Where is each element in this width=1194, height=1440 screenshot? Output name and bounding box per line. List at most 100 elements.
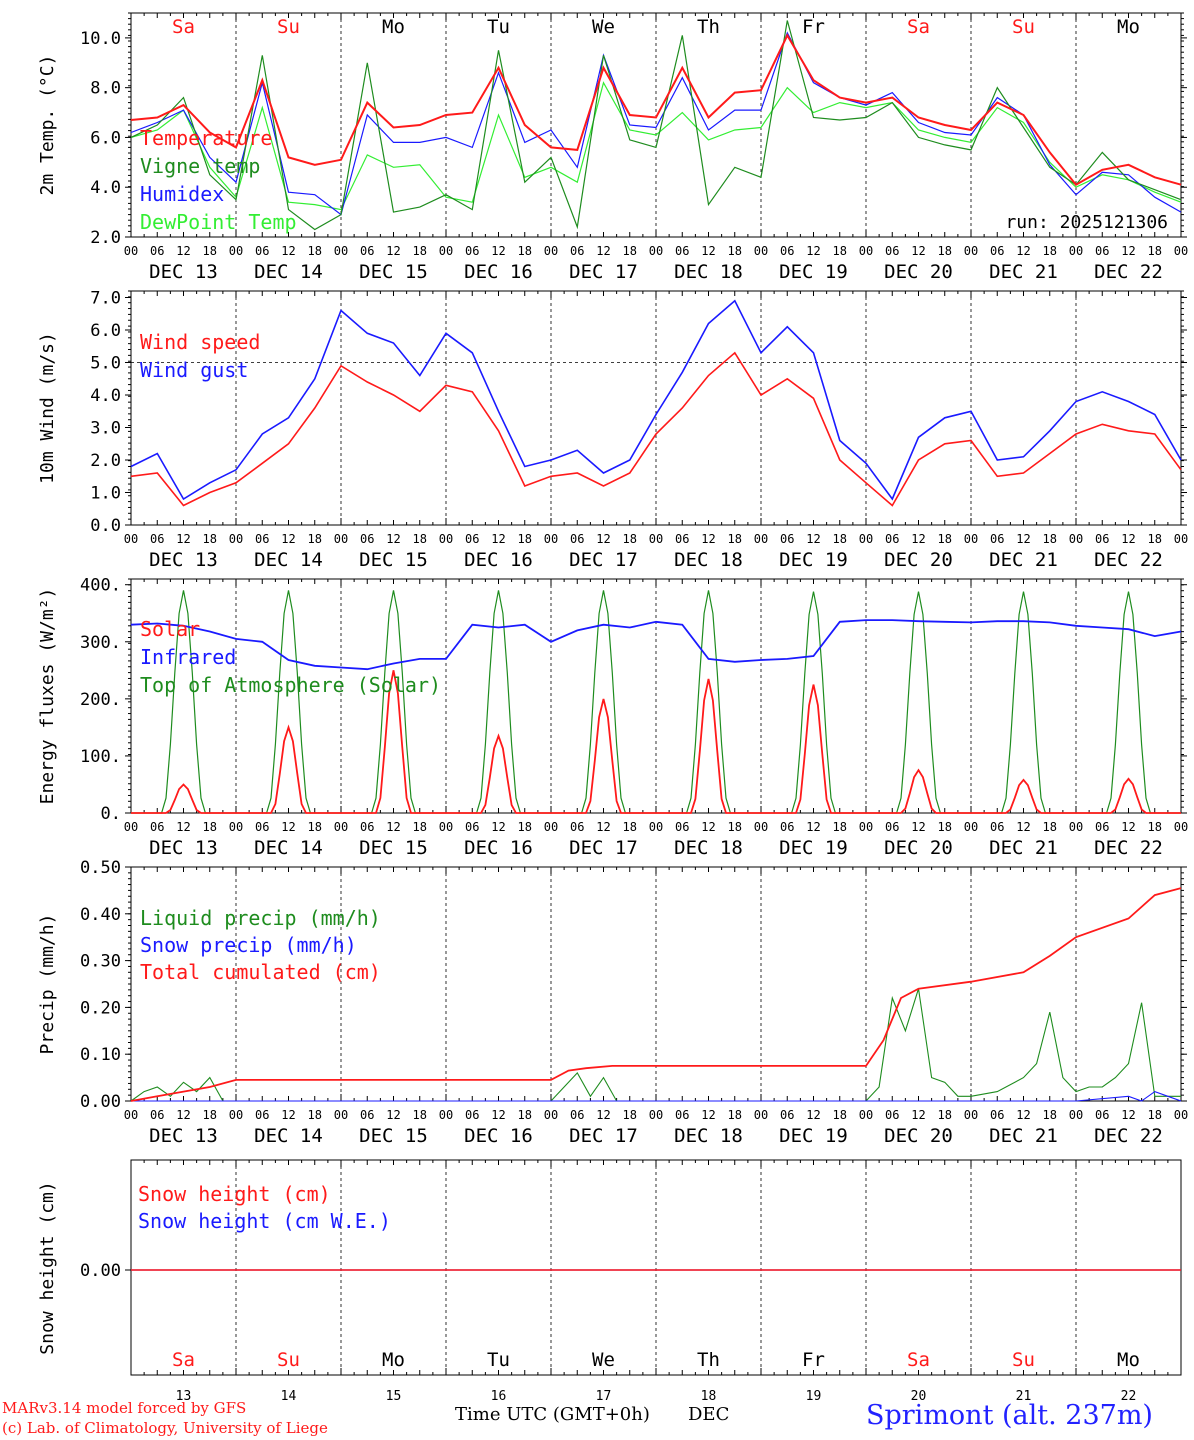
hour-tick-label: 06 <box>360 1108 374 1122</box>
hour-tick-label: 18 <box>1148 1108 1162 1122</box>
weekday-label: Mo <box>1117 1349 1140 1371</box>
date-label: DEC 18 <box>674 261 743 283</box>
hour-tick-label: 00 <box>334 1108 348 1122</box>
ytick-label: 4.0 <box>90 178 121 198</box>
hour-tick-label: 12 <box>176 244 190 258</box>
series-line-snow-precip-mm-h <box>131 1090 1182 1102</box>
run-label: run: 2025121306 <box>1005 212 1168 233</box>
hour-tick-label: 00 <box>124 532 138 546</box>
hour-tick-label: 00 <box>544 1108 558 1122</box>
date-label: DEC 16 <box>464 1125 533 1147</box>
hour-tick-label: 12 <box>1121 532 1135 546</box>
date-label: DEC 15 <box>359 261 428 283</box>
date-label: DEC 16 <box>464 261 533 283</box>
hour-tick-label: 12 <box>386 532 400 546</box>
hour-tick-label: 00 <box>229 820 243 834</box>
weekday-label: Su <box>277 16 300 38</box>
hour-tick-label: 18 <box>728 532 742 546</box>
time-axis-label: Time UTC (GMT+0h) <box>455 1404 650 1425</box>
hour-tick-label: 12 <box>1121 820 1135 834</box>
hour-tick-label: 06 <box>255 820 269 834</box>
hour-tick-label: 00 <box>964 244 978 258</box>
hour-tick-label: 00 <box>1069 532 1083 546</box>
hour-tick-label: 12 <box>386 820 400 834</box>
ytick-label: 6.0 <box>90 321 121 341</box>
hour-tick-label: 06 <box>465 244 479 258</box>
hour-tick-label: 06 <box>1095 820 1109 834</box>
date-label: DEC 16 <box>464 837 533 859</box>
hour-tick-label: 00 <box>439 820 453 834</box>
date-label: DEC 17 <box>569 1125 638 1147</box>
date-label: DEC 21 <box>989 837 1058 859</box>
date-label: DEC 17 <box>569 837 638 859</box>
hour-tick-label: 18 <box>938 820 952 834</box>
hour-tick-label: 18 <box>518 532 532 546</box>
hour-tick-label: 12 <box>596 244 610 258</box>
hour-tick-label: 00 <box>754 244 768 258</box>
ytick-label: 100. <box>80 747 121 767</box>
hour-tick-label: 06 <box>780 1108 794 1122</box>
date-label: DEC 16 <box>464 549 533 571</box>
hour-tick-label: 06 <box>885 244 899 258</box>
hour-tick-label: 12 <box>701 244 715 258</box>
day-number-label: 17 <box>596 1389 612 1404</box>
hour-tick-label: 06 <box>885 1108 899 1122</box>
hour-tick-label: 12 <box>806 820 820 834</box>
model-credit-line1: MARv3.14 model forced by GFS <box>2 1399 247 1417</box>
hour-tick-label: 00 <box>649 1108 663 1122</box>
hour-tick-label: 06 <box>675 532 689 546</box>
legend-entry: Temperature <box>140 126 272 150</box>
ytick-label: 0.00 <box>80 1092 121 1112</box>
date-label: DEC 22 <box>1094 1125 1163 1147</box>
hour-tick-label: 18 <box>833 1108 847 1122</box>
hour-tick-label: 00 <box>859 820 873 834</box>
hour-tick-label: 00 <box>964 1108 978 1122</box>
hour-tick-label: 00 <box>124 1108 138 1122</box>
hour-tick-label: 00 <box>1174 244 1188 258</box>
hour-tick-label: 12 <box>911 244 925 258</box>
ylabel-1: 2m Temp. (°C) <box>37 55 58 196</box>
hour-tick-label: 18 <box>203 244 217 258</box>
legend-entry: Vigne temp <box>140 154 260 178</box>
hour-tick-label: 18 <box>623 532 637 546</box>
hour-tick-label: 00 <box>334 820 348 834</box>
hour-tick-label: 12 <box>281 820 295 834</box>
date-label: DEC 15 <box>359 549 428 571</box>
hour-tick-label: 12 <box>176 820 190 834</box>
hour-tick-label: 12 <box>596 532 610 546</box>
legend-entry: Wind gust <box>140 358 248 382</box>
series-line-humidex <box>130 31 1182 216</box>
date-label: DEC 21 <box>989 549 1058 571</box>
hour-tick-label: 00 <box>964 532 978 546</box>
hour-tick-label: 06 <box>360 532 374 546</box>
hour-tick-label: 12 <box>1121 244 1135 258</box>
ytick-label: 300. <box>80 633 121 653</box>
hour-tick-label: 18 <box>1148 820 1162 834</box>
hour-tick-label: 06 <box>990 244 1004 258</box>
hour-tick-label: 06 <box>360 244 374 258</box>
hour-tick-label: 00 <box>334 532 348 546</box>
hour-tick-label: 00 <box>544 244 558 258</box>
series-line-solar <box>131 670 1181 814</box>
hour-tick-label: 00 <box>754 532 768 546</box>
legend-entry: Liquid precip (mm/h) <box>140 906 381 930</box>
date-label: DEC 18 <box>674 1125 743 1147</box>
series-line-wind-speed <box>130 351 1182 507</box>
hour-tick-label: 00 <box>1069 244 1083 258</box>
hour-tick-label: 12 <box>911 1108 925 1122</box>
hour-tick-label: 12 <box>176 532 190 546</box>
hour-tick-label: 00 <box>439 244 453 258</box>
date-label: DEC 19 <box>779 1125 848 1147</box>
hour-tick-label: 06 <box>360 820 374 834</box>
hour-tick-label: 12 <box>911 820 925 834</box>
ytick-label: 2.0 <box>90 228 121 248</box>
hour-tick-label: 00 <box>1069 1108 1083 1122</box>
hour-tick-label: 06 <box>150 820 164 834</box>
hour-tick-label: 06 <box>570 532 584 546</box>
hour-tick-label: 12 <box>281 1108 295 1122</box>
hour-tick-label: 12 <box>281 244 295 258</box>
date-label: DEC 14 <box>254 261 323 283</box>
hour-tick-label: 12 <box>1016 820 1030 834</box>
ytick-label: 6.0 <box>90 128 121 148</box>
hour-tick-label: 12 <box>491 820 505 834</box>
